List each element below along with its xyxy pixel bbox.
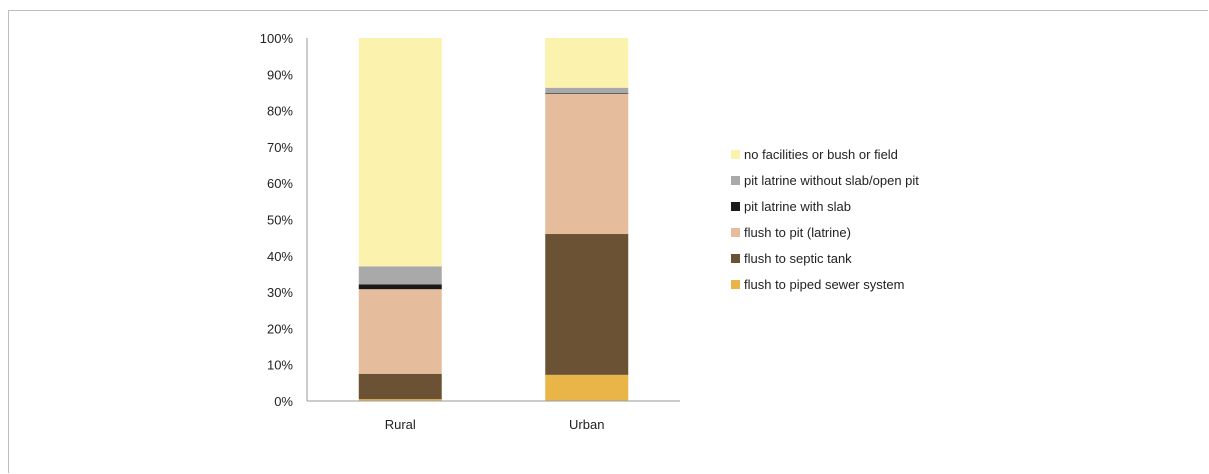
bar-segment-rural-2	[358, 289, 442, 374]
legend-label: pit latrine without slab/open pit	[744, 173, 919, 188]
bar-segment-urban-5	[545, 38, 629, 88]
bar-segment-rural-0	[358, 399, 442, 401]
bar-segment-urban-0	[545, 374, 629, 401]
y-tick-label: 90%	[267, 67, 293, 82]
legend-swatch	[731, 254, 740, 263]
bar-segment-urban-2	[545, 93, 629, 235]
legend-swatch	[731, 150, 740, 159]
bar-segment-rural-3	[358, 284, 442, 290]
chart-frame	[8, 10, 1208, 473]
legend-swatch	[731, 228, 740, 237]
y-tick-label: 80%	[267, 104, 293, 119]
legend-label: flush to piped sewer system	[744, 277, 904, 292]
bar-segment-rural-5	[358, 38, 442, 267]
y-tick-label: 20%	[267, 321, 293, 336]
x-category-label: Rural	[385, 417, 416, 432]
y-tick-label: 50%	[267, 213, 293, 228]
bar-segment-urban-3	[545, 93, 629, 94]
legend-label: flush to septic tank	[744, 251, 852, 266]
y-tick-label: 30%	[267, 285, 293, 300]
y-tick-label: 70%	[267, 140, 293, 155]
legend-label: flush to pit (latrine)	[744, 225, 851, 240]
y-tick-label: 100%	[260, 31, 294, 46]
legend-swatch	[731, 280, 740, 289]
y-tick-label: 0%	[274, 394, 293, 409]
bar-segment-rural-1	[358, 373, 442, 400]
y-tick-label: 10%	[267, 358, 293, 373]
y-tick-label: 40%	[267, 249, 293, 264]
x-category-label: Urban	[569, 417, 604, 432]
legend-label: no facilities or bush or field	[744, 147, 898, 162]
legend-swatch	[731, 176, 740, 185]
bar-segment-urban-4	[545, 87, 629, 94]
legend-label: pit latrine with slab	[744, 199, 851, 214]
legend-swatch	[731, 202, 740, 211]
bar-segment-urban-1	[545, 234, 629, 375]
bar-segment-rural-4	[358, 266, 442, 285]
y-tick-label: 60%	[267, 176, 293, 191]
